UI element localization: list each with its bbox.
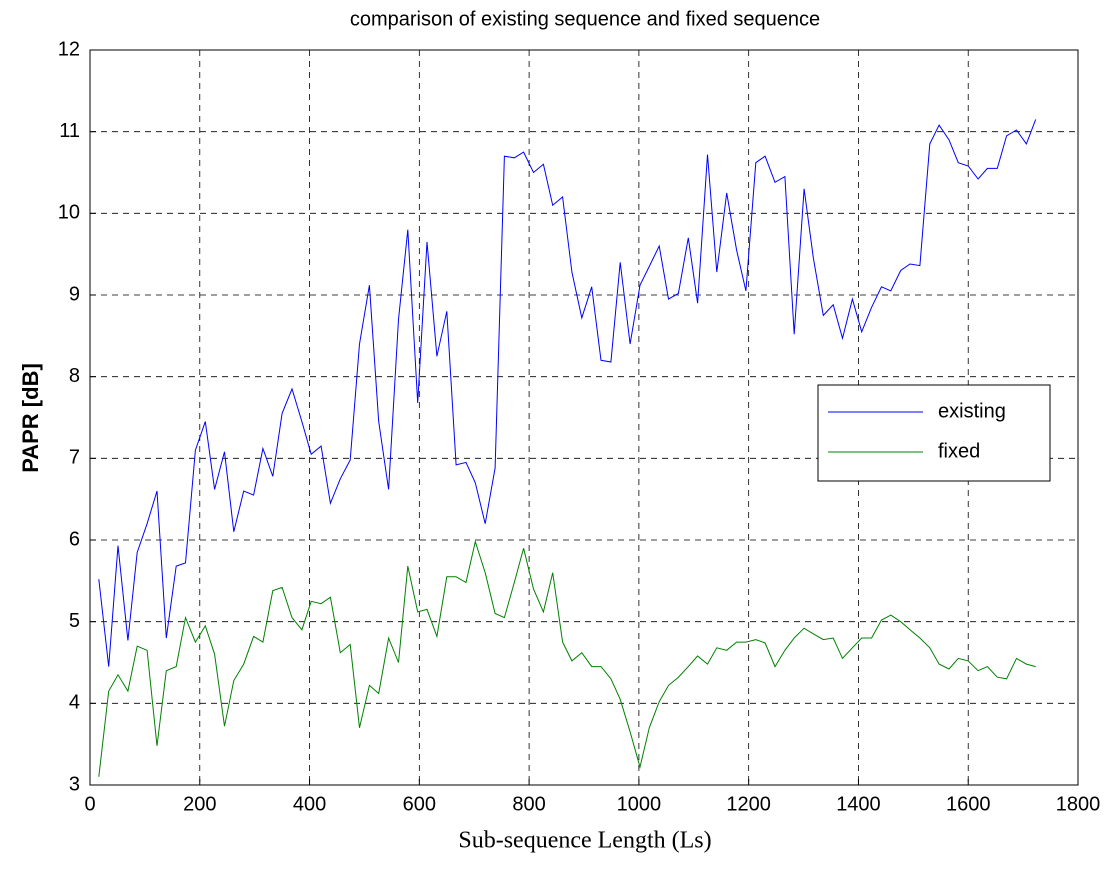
x-tick-label: 1000	[617, 793, 662, 815]
y-tick-label: 4	[69, 692, 80, 714]
y-axis-label: PAPR [dB]	[18, 363, 43, 473]
chart-title: comparison of existing sequence and fixe…	[350, 8, 820, 30]
legend-label: existing	[938, 400, 1006, 422]
x-axis-label: Sub-sequence Length (Ls)	[458, 828, 711, 854]
x-tick-label: 0	[84, 793, 95, 815]
y-tick-label: 7	[69, 447, 80, 469]
x-tick-label: 1800	[1056, 793, 1101, 815]
x-tick-label: 800	[512, 793, 545, 815]
y-tick-label: 11	[59, 120, 80, 142]
series-line	[98, 119, 1037, 667]
x-tick-label: 1200	[726, 793, 771, 815]
x-tick-label: 200	[183, 793, 216, 815]
y-tick-label: 9	[69, 283, 80, 305]
x-tick-label: 1400	[836, 793, 881, 815]
x-tick-label: 600	[403, 793, 436, 815]
legend-box	[817, 384, 1051, 482]
plot-frame	[89, 49, 1079, 786]
y-tick-label: 8	[69, 365, 80, 387]
series-line	[98, 539, 1036, 777]
y-tick-label: 12	[58, 38, 80, 60]
x-tick-label: 1600	[946, 793, 991, 815]
x-tick-label: 400	[293, 793, 326, 815]
y-tick-label: 5	[69, 610, 80, 632]
y-tick-label: 10	[58, 202, 80, 224]
legend-label: fixed	[938, 440, 980, 462]
y-tick-label: 6	[69, 528, 80, 550]
y-tick-label: 3	[69, 773, 80, 795]
